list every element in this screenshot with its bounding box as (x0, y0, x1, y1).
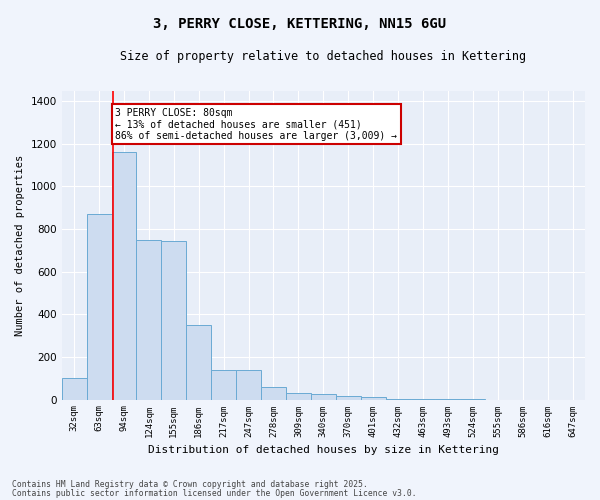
Bar (211, 370, 236, 400)
Bar (286, 393, 311, 400)
Bar (62, 378, 86, 400)
Text: 3, PERRY CLOSE, KETTERING, NN15 6GU: 3, PERRY CLOSE, KETTERING, NN15 6GU (154, 18, 446, 32)
Bar (161, 241, 186, 400)
Bar (136, 240, 161, 400)
Text: 3 PERRY CLOSE: 80sqm
← 13% of detached houses are smaller (451)
86% of semi-deta: 3 PERRY CLOSE: 80sqm ← 13% of detached h… (115, 108, 397, 141)
Bar (112, 152, 136, 400)
Bar (336, 396, 361, 400)
Y-axis label: Number of detached properties: Number of detached properties (15, 154, 25, 336)
Title: Size of property relative to detached houses in Kettering: Size of property relative to detached ho… (120, 50, 526, 63)
Bar (236, 370, 261, 400)
Bar (311, 394, 336, 400)
Bar (386, 399, 410, 400)
Text: Contains public sector information licensed under the Open Government Licence v3: Contains public sector information licen… (12, 488, 416, 498)
Bar (361, 398, 386, 400)
Bar (186, 325, 211, 400)
Bar (261, 387, 286, 400)
Bar (86, 214, 112, 400)
X-axis label: Distribution of detached houses by size in Kettering: Distribution of detached houses by size … (148, 445, 499, 455)
Text: Contains HM Land Registry data © Crown copyright and database right 2025.: Contains HM Land Registry data © Crown c… (12, 480, 368, 489)
